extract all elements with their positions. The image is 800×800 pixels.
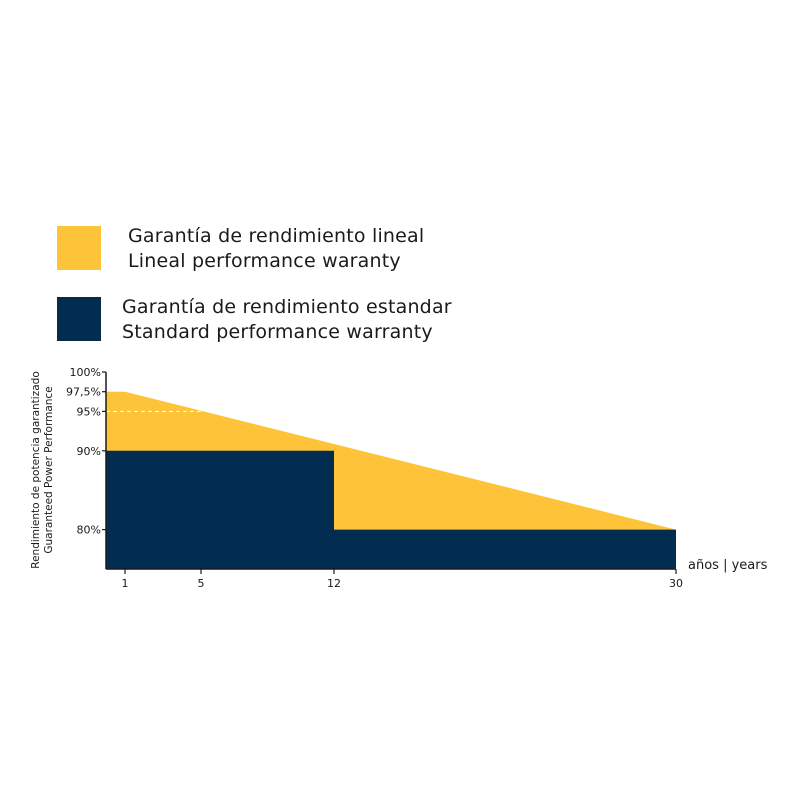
y-axis-label-es: Rendimiento de potencia garantizado xyxy=(30,371,42,568)
legend-label-standard: Garantía de rendimiento estandar Standar… xyxy=(122,295,452,345)
chart-areas xyxy=(106,391,676,569)
legend-item-lineal: Garantía de rendimiento lineal Lineal pe… xyxy=(57,224,424,274)
x-ticks: 1 5 12 30 xyxy=(122,569,683,590)
y-ticks: 100% 97,5% 95% 90% 80% xyxy=(66,366,106,537)
x-tick-label: 12 xyxy=(327,577,341,590)
y-tick-label: 80% xyxy=(77,524,101,537)
y-tick-label: 90% xyxy=(77,445,101,458)
y-axis-label-en: Guaranteed Power Performance xyxy=(43,386,55,553)
area-standard-warranty xyxy=(106,450,676,569)
legend-label-lineal: Garantía de rendimiento lineal Lineal pe… xyxy=(128,224,424,274)
legend-item-standard: Garantía de rendimiento estandar Standar… xyxy=(57,295,452,345)
y-tick-label: 97,5% xyxy=(66,386,101,399)
x-tick-label: 5 xyxy=(198,577,205,590)
y-tick-label: 100% xyxy=(70,366,101,379)
x-tick-label: 30 xyxy=(669,577,683,590)
legend-label-standard-en: Standard performance warranty xyxy=(122,321,433,343)
legend-label-standard-es: Garantía de rendimiento estandar xyxy=(122,296,452,318)
y-axis-label: Rendimiento de potencia garantizado Guar… xyxy=(30,371,55,568)
legend-label-lineal-en: Lineal performance waranty xyxy=(128,250,401,272)
x-tick-label: 1 xyxy=(122,577,129,590)
legend-label-lineal-es: Garantía de rendimiento lineal xyxy=(128,225,425,247)
legend-swatch-lineal xyxy=(57,226,101,270)
y-tick-label: 95% xyxy=(77,405,101,418)
x-axis-label: años | years xyxy=(688,558,768,573)
legend-swatch-standard xyxy=(57,297,101,341)
